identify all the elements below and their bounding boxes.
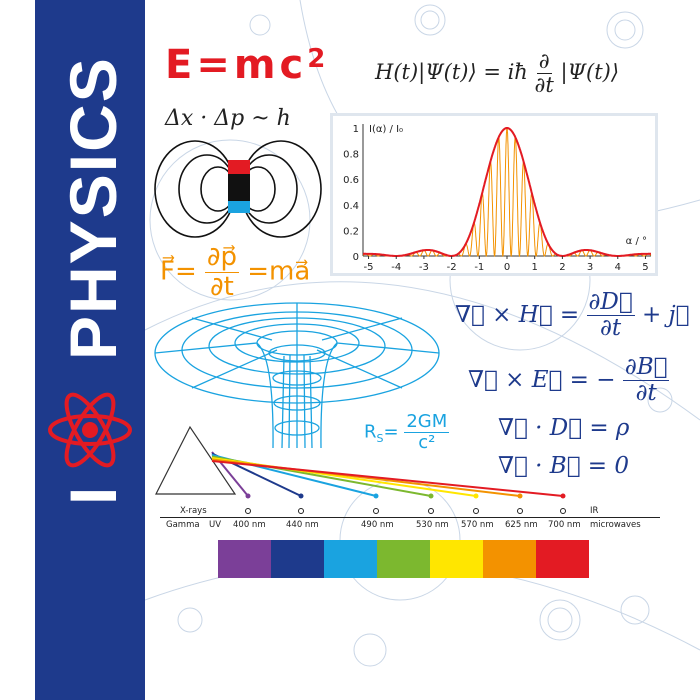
spectrum-swatch — [218, 540, 271, 578]
maxwell-ampere: ∇⃗ × H⃗ = ∂D⃗ ∂t + j⃗ — [455, 289, 690, 342]
ir-label: IR — [590, 506, 599, 516]
einstein-formula: E=mc2 — [165, 42, 329, 88]
atom-heart-icon — [48, 392, 132, 468]
color-spectrum-bar — [218, 540, 589, 578]
y-tick-label: 1 — [353, 124, 359, 135]
wavelength-marker — [373, 508, 379, 514]
x-tick-label: -4 — [391, 262, 401, 273]
force-formula: F⃗= ∂p⃗ ∂t =ma⃗ — [160, 243, 310, 301]
wavelength-label: 625 nm — [505, 520, 538, 530]
uncertainty-principle: Δx · Δp ~ h — [165, 106, 291, 131]
schrodinger-rhs: |Ψ(t)⟩ — [560, 60, 620, 85]
schrodinger-num: ∂ — [536, 49, 552, 75]
spectrum-swatch — [430, 540, 483, 578]
wormhole-grid-diagram — [154, 302, 440, 449]
maxwell1-rhs: + j⃗ — [641, 301, 690, 328]
wavelength-marker — [560, 508, 566, 514]
wavelength-marker — [517, 508, 523, 514]
rs-equals: = — [383, 421, 399, 443]
diffraction-chart: -5 -4 -3 -2 -1 0 1 2 3 4 5 0 0.2 0.4 0.6 0.8 1 I(α) / I₀ α… — [330, 113, 658, 276]
force-lhs: F⃗= — [160, 256, 197, 287]
schrodinger-den: ∂t — [534, 73, 554, 98]
schwarzschild-radius-formula: RS= 2GM c² — [364, 411, 450, 453]
microwaves-label: microwaves — [590, 520, 641, 530]
y-tick-label: 0 — [353, 252, 359, 263]
ray-endpoint — [473, 493, 479, 499]
ray-endpoint — [373, 493, 379, 499]
wavelength-marker — [298, 508, 304, 514]
einstein-lhs: E=mc — [165, 42, 308, 88]
maxwell1-lhs: ∇⃗ × H⃗ = — [455, 301, 580, 328]
wavelength-marker — [245, 508, 251, 514]
spectrum-swatch — [271, 540, 324, 578]
prism-dispersion-diagram — [155, 425, 566, 514]
sidebar-banner: PHYSICS I — [35, 0, 145, 700]
spectrum-swatch — [377, 540, 430, 578]
maxwell1-den: ∂t — [600, 315, 622, 342]
x-tick-label: 4 — [615, 262, 621, 273]
y-tick-label: 0.8 — [343, 150, 359, 161]
wavelength-label: 400 nm — [233, 520, 266, 530]
wavelength-marker — [428, 508, 434, 514]
maxwell2-num: ∂B⃗ — [622, 354, 670, 382]
spectrum-swatch — [536, 540, 589, 578]
spectrum-swatch — [483, 540, 536, 578]
x-tick-label: 2 — [559, 262, 565, 273]
wavelength-marker — [473, 508, 479, 514]
maxwell1-num: ∂D⃗ — [586, 289, 635, 317]
x-tick-label: -1 — [474, 262, 484, 273]
wavelength-label: 570 nm — [461, 520, 494, 530]
force-rhs: =ma⃗ — [247, 256, 311, 287]
x-tick-label: -2 — [447, 262, 457, 273]
maxwell2-lhs: ∇⃗ × E⃗ = − — [468, 366, 616, 393]
x-tick-label: 3 — [587, 262, 593, 273]
ray-endpoint — [298, 493, 304, 499]
rs-den: c² — [418, 431, 436, 453]
einstein-exponent: 2 — [307, 44, 330, 74]
y-tick-label: 0.4 — [343, 201, 359, 212]
ray-endpoint — [245, 493, 251, 499]
spectrum-swatch — [324, 540, 377, 578]
maxwell-gauss: ∇⃗ · D⃗ = ρ — [498, 415, 630, 441]
x-tick-label: 0 — [504, 262, 510, 273]
wavelength-label: 700 nm — [548, 520, 581, 530]
uv-label: UV — [209, 520, 222, 530]
wavelength-label: 530 nm — [416, 520, 449, 530]
envelope-line — [363, 127, 651, 257]
x-tick-label: -5 — [364, 262, 374, 273]
y-tick-label: 0.2 — [343, 226, 359, 237]
force-num: ∂p⃗ — [205, 242, 239, 273]
ray-endpoint — [560, 493, 566, 499]
x-tick-label: 5 — [642, 262, 648, 273]
x-tick-label: 1 — [532, 262, 538, 273]
rs-num: 2GM — [404, 411, 450, 433]
xrays-label: X-rays — [180, 506, 207, 516]
x-axis-label: α / ° — [626, 236, 647, 247]
rs-symbol: R — [364, 421, 377, 443]
diffraction-chart-svg: -5 -4 -3 -2 -1 0 1 2 3 4 5 0 0.2 0.4 0.6 0.8 1 I(α) / I₀ α… — [343, 124, 652, 273]
rs-subscript: S — [376, 431, 384, 445]
maxwell-faraday: ∇⃗ × E⃗ = − ∂B⃗ ∂t — [468, 354, 670, 407]
x-tick-label: -3 — [419, 262, 429, 273]
gamma-label: Gamma — [166, 520, 200, 530]
y-axis-label: I(α) / I₀ — [369, 124, 403, 135]
spectrum-axis — [160, 517, 660, 518]
wavelength-label: 490 nm — [361, 520, 394, 530]
maxwell2-den: ∂t — [635, 380, 657, 407]
light-ray — [211, 460, 564, 497]
wavelength-label: 440 nm — [286, 520, 319, 530]
schrodinger-equation: H(t)|Ψ(t)⟩ = iħ ∂ ∂t |Ψ(t)⟩ — [375, 49, 620, 98]
maxwell-gauss-magnetism: ∇⃗ · B⃗ = 0 — [498, 453, 630, 479]
y-tick-label: 0.6 — [343, 175, 359, 186]
force-den: ∂t — [210, 271, 234, 302]
magnet-field-diagram — [154, 140, 322, 238]
ray-endpoint — [428, 493, 434, 499]
schrodinger-lhs: H(t)|Ψ(t)⟩ = iħ — [375, 60, 528, 85]
ray-endpoint — [517, 493, 523, 499]
